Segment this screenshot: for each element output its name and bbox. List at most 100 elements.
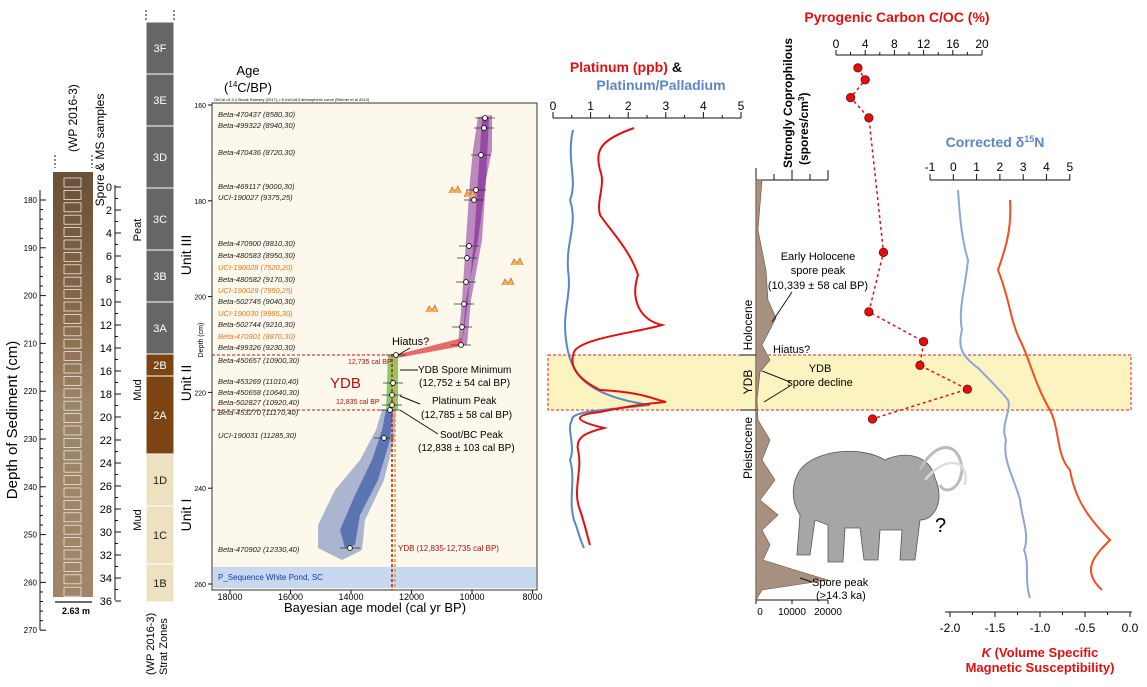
strat-zone-label: 2B — [153, 360, 166, 372]
core-sample-box — [63, 413, 82, 424]
pt-peak-age: (12,785 ± 58 cal BP) — [421, 410, 512, 421]
strat-zone-label: 3B — [153, 271, 166, 283]
outlier-distribution — [463, 189, 477, 198]
core-tick-label: 270 — [24, 626, 38, 635]
sequence-label: P_Sequence White Pond, SC — [218, 573, 323, 582]
core-sample-box — [63, 537, 82, 547]
pyro-point — [867, 414, 878, 424]
strat-zone — [145, 375, 175, 455]
sample-tick-label: 4 — [106, 228, 112, 240]
mammoth-question: ? — [935, 515, 946, 537]
age-xlabel: Bayesian age model (cal yr BP) — [284, 600, 466, 615]
strat-caption-1: (WP 2016-3) — [145, 613, 157, 675]
outlier-distribution — [501, 277, 515, 286]
age-marker — [459, 324, 465, 330]
core-sample-box — [63, 289, 82, 300]
mag-xtick-label: -2.0 — [940, 621, 961, 635]
strat-zone — [145, 563, 175, 603]
spore-peak-lower-age: (>14.3 ka) — [816, 590, 866, 602]
strat-zone-label: 3C — [153, 214, 167, 226]
pyrogenic-title: Pyrogenic Carbon C/OC (%) — [804, 9, 989, 25]
sample-tick-label: 26 — [100, 481, 112, 493]
strat-column: 3F 3E 3D 3C 3B 3A 2B 2A 1D 1C 1B Peat Mud Mud (WP … — [132, 10, 175, 675]
core-sample-box — [63, 202, 82, 213]
age-marker — [478, 152, 484, 158]
core-sample-box — [63, 462, 82, 473]
age-model-panel: P_Sequence White Pond, SC Age (14C/BP) O… — [194, 63, 542, 615]
pyro-xtick-label: 0 — [833, 37, 840, 51]
spore-min-age: (12,752 ± 54 cal BP) — [419, 378, 510, 389]
sample-tick-label: 10 — [100, 297, 112, 309]
n-xtick-label: -1 — [925, 160, 936, 174]
hiatus-label-spores: Hiatus? — [773, 344, 810, 356]
pyro-point — [918, 336, 929, 347]
magsus-line — [996, 199, 1112, 591]
core-tick-label: 190 — [24, 244, 38, 253]
date-label: Beta-450658 (10640,30) — [218, 388, 300, 397]
age-ytick-label: 160 — [194, 103, 206, 110]
age-xtick-label: 18000 — [217, 592, 242, 602]
mag-xtick-label: -1.0 — [1030, 621, 1051, 635]
sample-tick-label: 12 — [100, 320, 112, 332]
pt-xtick-label: 0 — [550, 99, 557, 113]
sequence-band — [213, 567, 536, 588]
core-sample-box — [63, 239, 82, 250]
date-label: Beta-470901 (8870,30) — [218, 332, 296, 341]
core-sample-box — [63, 313, 82, 324]
sample-tick-label: 36 — [100, 596, 112, 608]
date-label: UCI-190030 (9985,30) — [218, 309, 293, 318]
date-label: UCI-190031 (11285,30) — [218, 431, 297, 440]
date-label: Beta-499326 (9230,30) — [218, 343, 296, 352]
core-sample-box — [63, 437, 82, 448]
soot-age: (12,838 ± 103 cal BP) — [418, 443, 515, 454]
age-marker — [482, 115, 488, 121]
age-ytick-label: 200 — [194, 295, 206, 302]
soot-label: Soot/BC Peak — [440, 430, 504, 441]
pyro-xtick-label: 16 — [946, 37, 960, 51]
core-tick-label: 230 — [24, 435, 38, 444]
core-sample-box — [63, 562, 82, 572]
sample-tick-label: 20 — [100, 412, 112, 424]
age-marker — [463, 279, 469, 285]
spores-title-1: Strongly Coprophilous — [781, 38, 795, 168]
pd-ratio-title: Platinum/Palladium — [596, 77, 725, 93]
envelope-unit-i-inner — [340, 410, 393, 548]
lithology-mud-upper: Mud — [132, 379, 144, 400]
core-sample-box — [63, 574, 82, 585]
core-sample-box — [63, 363, 82, 374]
age-marker — [471, 197, 477, 203]
spores-panel: Strongly Coprophilous (spores/cm3) 0 1000… — [740, 38, 967, 618]
age-marker — [389, 402, 395, 408]
platinum-panel: Platinum (ppb) & Platinum/Palladium 0 1 2 3 4… — [550, 59, 745, 549]
date-label: Beta-470436 (8720,30) — [218, 148, 296, 157]
date-label: Beta-502827 (10920,40) — [218, 398, 300, 407]
age-ytick-label: 220 — [194, 390, 206, 397]
date-label: Beta-499322 (8940,30) — [218, 121, 296, 130]
date-label: Beta-502745 (9040,30) — [218, 297, 296, 306]
bp-bottom-label: 12,835 cal BP — [336, 399, 380, 406]
age-marker — [381, 435, 387, 441]
core-length-label: 2.63 m — [62, 606, 90, 616]
core-tick-label: 240 — [24, 483, 38, 492]
strat-zone — [145, 505, 175, 565]
core-sample-box — [63, 251, 82, 262]
magsus-title-line2: Magnetic Susceptibility) — [966, 660, 1115, 675]
date-label: Beta-470437 (8580,30) — [218, 110, 296, 119]
lithology-peat: Peat — [132, 219, 144, 242]
strat-zone-label: 3E — [153, 95, 166, 107]
sample-tick-label: 14 — [100, 343, 112, 355]
strat-zone-label: 1D — [153, 475, 167, 487]
core-sample-box — [63, 400, 82, 411]
strat-zone — [145, 125, 175, 189]
core-sample-box — [63, 326, 82, 337]
age-marker — [387, 407, 393, 413]
core-sample-box — [63, 375, 82, 386]
core-sample-box — [63, 214, 82, 225]
core-sample-box — [63, 586, 82, 597]
strat-zone-label: 1B — [153, 578, 166, 590]
date-label: Beta-470900 (8810,30) — [218, 239, 296, 248]
age-marker — [461, 301, 467, 307]
core-sample-box — [63, 351, 82, 362]
strat-zone-label: 2A — [153, 410, 167, 422]
